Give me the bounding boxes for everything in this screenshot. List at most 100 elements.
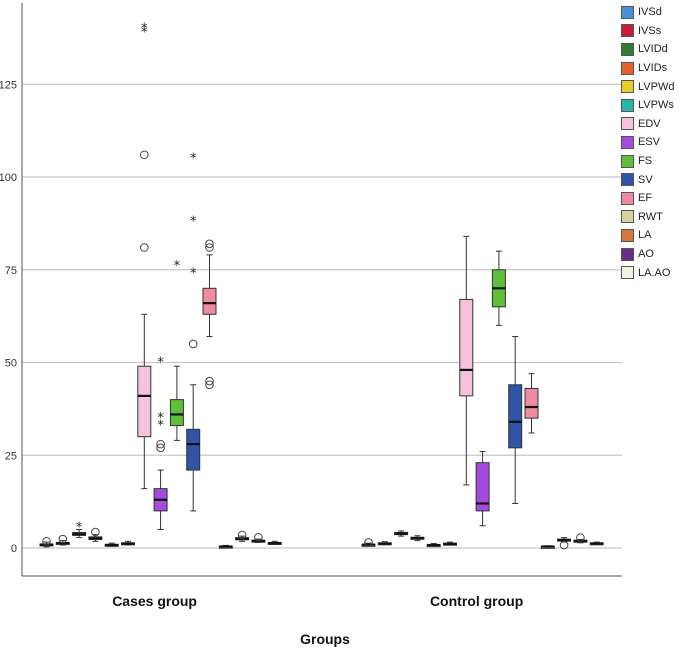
box-iqr [137,365,152,438]
legend-label: ESV [638,136,661,149]
legend-swatch [621,247,634,261]
legend-swatch [621,228,634,242]
category-labels: Cases group Control group [112,593,523,609]
outlier-circle [156,443,165,453]
outlier-circle [576,533,585,542]
legend-item: EDV [621,115,683,134]
legend-item: SV [621,170,683,189]
legend-swatch [621,135,634,149]
outlier-star: * [190,266,197,281]
legend-swatch [621,266,634,280]
legend-swatch [621,42,634,56]
outlier-circle [140,150,149,160]
outlier-circle [205,380,214,390]
legend: IVSd IVSs LVIDd LVIDs LVPWd LVPWs EDV ESV FS SV EF… [621,3,683,282]
category-label: Control group [430,593,523,609]
box-ivsd [39,537,54,548]
x-axis-label: Groups [300,631,350,647]
outlier-star: * [190,215,197,230]
box-edv: ** [137,22,152,490]
legend-item: EF [621,189,683,208]
legend-label: IVSs [638,24,662,37]
legend-item: ESV [621,133,683,152]
box-lvpwd [104,542,119,547]
box-la-ao [589,541,604,546]
legend-swatch [621,24,634,38]
outlier-circle [559,540,569,550]
legend-label: EDV [638,117,661,130]
box-ef [202,239,217,390]
legend-swatch [621,5,634,19]
outlier-star: * [141,22,148,37]
legend-item: RWT [621,208,683,227]
legend-item: IVSd [621,3,683,22]
legend-item: IVSs [621,22,683,41]
box-ef [524,373,539,434]
outlier-circle [140,243,149,252]
outlier-star: * [157,419,164,434]
outlier-star: * [190,151,197,166]
y-tick-label: 125 [0,79,17,91]
legend-item: LVPWs [621,96,683,115]
legend-item: LA.AO [621,263,683,282]
axes: 0 25 50 75 100 125 [0,3,622,577]
box-lvidd [394,530,409,537]
legend-label: AO [638,248,654,261]
legend-label: LVIDs [638,62,668,75]
legend-swatch [621,98,634,112]
box-la [557,537,572,550]
box-ao [573,533,588,544]
legend-swatch [621,173,634,187]
legend-label: LA [638,229,652,242]
y-tick-label: 100 [0,172,17,184]
box-edv [459,235,474,486]
outlier-circle [91,527,100,537]
outlier-circle [156,439,165,449]
outlier-circle [58,534,68,544]
outlier-circle [237,530,247,540]
y-tick-label: 50 [5,358,17,370]
box-sv [508,336,523,504]
legend-swatch [621,80,634,94]
legend-label: EF [638,192,653,205]
legend-label: SV [638,173,653,186]
outlier-star: * [76,521,83,536]
box-plots: ******* *** [39,22,604,550]
box-iqr [475,462,490,512]
outlier-circle [188,339,198,349]
legend-label: FS [638,155,653,168]
outlier-circle [254,532,263,542]
box-ivss [377,541,392,546]
legend-label: LVPWd [638,80,675,93]
box-ao [251,532,266,543]
category-label: Cases group [112,593,197,609]
y-tick-label: 75 [5,265,17,277]
box-la [235,530,250,542]
box-esv [475,451,490,527]
y-tick-label: 0 [11,543,17,555]
box-iqr [202,287,217,315]
box-lvpwd [426,543,441,548]
box-lvids [88,527,103,542]
outlier-star: * [141,25,148,40]
legend-item: AO [621,245,683,264]
legend-label: RWT [638,210,663,223]
legend-item: LVIDd [621,40,683,59]
outlier-circle [364,538,373,547]
y-tick-label: 25 [5,450,17,462]
box-lvpws [443,541,457,546]
outlier-circle [205,239,214,249]
outlier-circle [42,537,51,546]
legend-swatch [621,61,634,75]
box-ivsd [361,538,376,547]
outlier-star: * [174,259,181,274]
outlier-star: * [157,411,164,426]
box-fs: * [169,259,184,441]
box-iqr [186,428,201,471]
box-sv: * * * [186,151,201,512]
gridlines [22,83,622,549]
box-ivss [55,534,70,546]
box-lvpws [121,540,135,546]
legend-swatch [621,210,634,224]
